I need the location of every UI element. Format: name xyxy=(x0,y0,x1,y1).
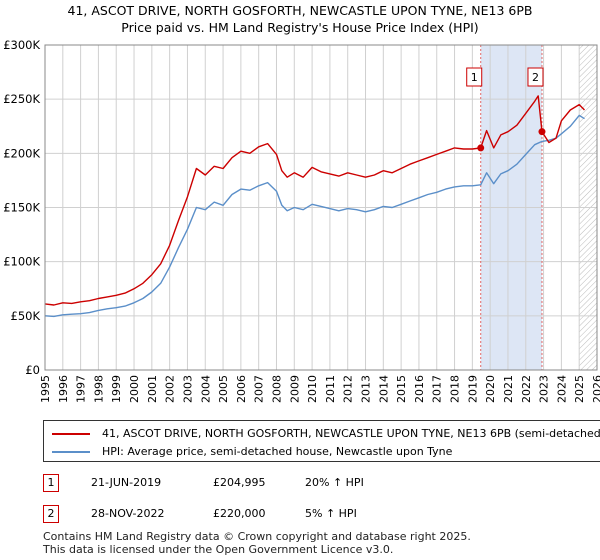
transaction-date: 21-JUN-2019 xyxy=(91,476,162,489)
x-tick-label: 2006 xyxy=(235,375,248,403)
x-tick-label: 2012 xyxy=(342,375,355,403)
price-chart: £0 £50K £100K £150K £200K £250K £300K 1995 1996 1… xyxy=(3,38,600,403)
legend-line-hpi xyxy=(52,451,90,453)
x-tick-label: 2005 xyxy=(217,375,230,403)
x-tick-label: 2014 xyxy=(377,375,390,403)
x-tick-label: 2019 xyxy=(466,375,479,403)
sale-label-text: 1 xyxy=(471,71,478,84)
x-tick-label: 2022 xyxy=(520,375,533,403)
footer-copyright: Contains HM Land Registry data © Crown c… xyxy=(43,530,471,543)
y-tick-label: £0 xyxy=(25,363,40,377)
x-tick-label: 2016 xyxy=(413,375,426,403)
x-tick-label: 1999 xyxy=(110,375,123,403)
footer-licence: This data is licensed under the Open Gov… xyxy=(43,543,394,556)
sale-label-box xyxy=(527,67,544,87)
legend-line-property xyxy=(52,433,90,435)
x-tick-label: 2024 xyxy=(555,375,568,403)
x-tick-label: 2004 xyxy=(199,375,212,403)
x-tick-label: 2011 xyxy=(324,375,337,403)
y-tick-label: £150K xyxy=(3,201,40,215)
property-price-line xyxy=(44,95,585,306)
transaction-badge: 1 xyxy=(43,474,59,492)
transaction-price: £204,995 xyxy=(213,476,266,489)
transaction-price: £220,000 xyxy=(213,507,266,520)
legend-label-hpi: HPI: Average price, semi-detached house,… xyxy=(102,445,453,458)
sale-point xyxy=(538,128,546,136)
x-tick-label: 2025 xyxy=(573,375,586,403)
y-tick-label: £200K xyxy=(3,146,40,160)
x-tick-label: 1995 xyxy=(39,375,52,403)
sale-label-text: 2 xyxy=(532,71,539,84)
x-tick-label: 2003 xyxy=(181,375,194,403)
x-tick-label: 2008 xyxy=(270,375,283,403)
x-tick-label: 2013 xyxy=(360,375,373,403)
x-tick-label: 2007 xyxy=(253,375,266,403)
transaction-hpi-change: 5% ↑ HPI xyxy=(305,507,357,520)
y-tick-label: £300K xyxy=(3,38,40,52)
x-tick-label: 2015 xyxy=(395,375,408,403)
x-tick-label: 2021 xyxy=(502,375,515,403)
y-tick-label: £50K xyxy=(11,309,41,323)
x-tick-label: 2017 xyxy=(431,375,444,403)
transaction-date: 28-NOV-2022 xyxy=(91,507,165,520)
x-tick-label: 1998 xyxy=(92,375,105,403)
x-tick-label: 2010 xyxy=(306,375,319,403)
x-tick-label: 2000 xyxy=(128,375,141,403)
transaction-hpi-change: 20% ↑ HPI xyxy=(305,476,364,489)
sale-point xyxy=(477,144,485,152)
x-tick-label: 2020 xyxy=(484,375,497,403)
x-tick-label: 2026 xyxy=(591,375,600,403)
legend-label-property: 41, ASCOT DRIVE, NORTH GOSFORTH, NEWCAST… xyxy=(102,427,600,440)
chart-subtitle: Price paid vs. HM Land Registry's House … xyxy=(121,20,479,35)
x-tick-label: 2023 xyxy=(538,375,551,403)
x-tick-label: 2002 xyxy=(164,375,177,403)
x-tick-label: 2018 xyxy=(449,375,462,403)
chart-legend: 41, ASCOT DRIVE, NORTH GOSFORTH, NEWCAST… xyxy=(43,420,600,462)
sale-label-box xyxy=(466,67,483,87)
x-tick-label: 2009 xyxy=(288,375,301,403)
chart-title-line1: 41, ASCOT DRIVE, NORTH GOSFORTH, NEWCAST… xyxy=(67,3,533,18)
x-tick-label: 2001 xyxy=(146,375,159,403)
plot-border xyxy=(44,44,598,371)
x-tick-label: 1996 xyxy=(57,375,70,403)
transaction-badge: 2 xyxy=(43,505,59,523)
x-tick-label: 1997 xyxy=(75,375,88,403)
y-tick-label: £250K xyxy=(3,92,40,106)
y-tick-label: £100K xyxy=(3,255,40,269)
hpi-line xyxy=(44,114,585,318)
